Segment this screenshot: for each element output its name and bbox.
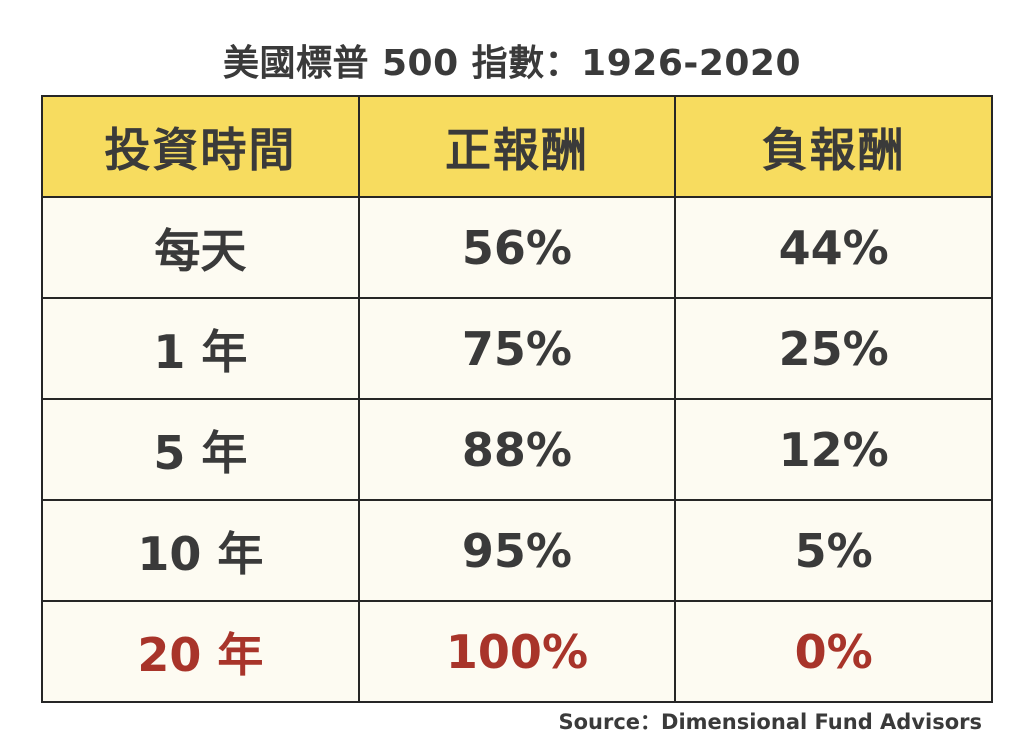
column-header-negative-return: 負報酬 — [674, 95, 993, 198]
positive-return-cell: 88% — [357, 398, 677, 501]
period-cell: 每天 — [41, 196, 360, 299]
source-note: Source：Dimensional Fund Advisors — [558, 710, 982, 734]
chart-title: 美國標普 500 指數：1926-2020 — [222, 43, 802, 84]
negative-return-cell: 25% — [674, 297, 993, 400]
table-row-daily: 每天 56% 44% — [41, 196, 993, 299]
column-header-investment-period: 投資時間 — [41, 95, 360, 198]
negative-return-cell: 0% — [674, 600, 993, 703]
positive-return-cell: 56% — [357, 196, 677, 299]
table-row-20-year: 20 年 100% 0% — [41, 600, 993, 703]
positive-return-cell: 75% — [357, 297, 677, 400]
table-row-5-year: 5 年 88% 12% — [41, 398, 993, 501]
period-cell: 5 年 — [41, 398, 360, 501]
negative-return-cell: 5% — [674, 499, 993, 602]
positive-return-cell: 100% — [357, 600, 677, 703]
negative-return-cell: 44% — [674, 196, 993, 299]
table-row-10-year: 10 年 95% 5% — [41, 499, 993, 602]
column-header-positive-return: 正報酬 — [357, 95, 677, 198]
negative-return-cell: 12% — [674, 398, 993, 501]
period-cell: 20 年 — [41, 600, 360, 703]
returns-table: 投資時間 正報酬 負報酬 每天 56% 44% 1 年 75% 25% 5 年 … — [41, 95, 993, 703]
positive-return-cell: 95% — [357, 499, 677, 602]
period-cell: 1 年 — [41, 297, 360, 400]
table-header-row: 投資時間 正報酬 負報酬 — [41, 95, 993, 198]
table-row-1-year: 1 年 75% 25% — [41, 297, 993, 400]
period-cell: 10 年 — [41, 499, 360, 602]
returns-table-container: 投資時間 正報酬 負報酬 每天 56% 44% 1 年 75% 25% 5 年 … — [41, 95, 993, 703]
